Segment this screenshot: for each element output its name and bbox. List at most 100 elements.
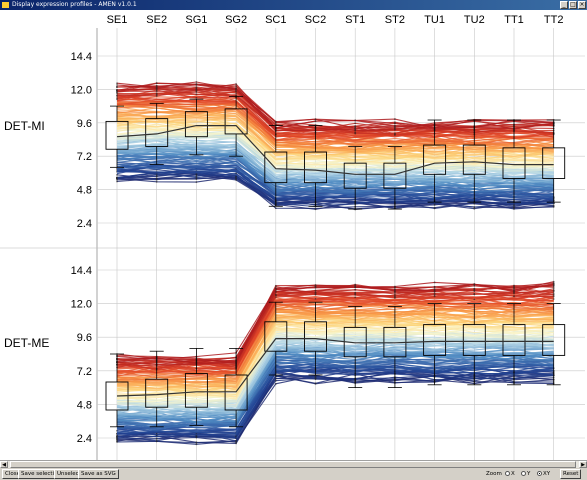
profile-point <box>155 178 158 181</box>
profile-line <box>116 331 554 408</box>
profile-line <box>116 158 554 195</box>
box-body <box>383 162 407 189</box>
close-window-button[interactable]: × <box>578 1 586 9</box>
profile-line <box>116 126 554 169</box>
profile-point <box>314 382 317 385</box>
boxplots <box>105 95 566 428</box>
profile-point <box>314 120 317 122</box>
horizontal-scrollbar[interactable]: ◀ ▶ <box>0 460 587 468</box>
zoom-y-option[interactable]: Y <box>521 470 530 478</box>
profile-line <box>116 138 554 179</box>
profile-point <box>552 298 555 300</box>
profile-point <box>116 180 118 183</box>
profile-point <box>433 293 436 296</box>
scroll-left-arrow-icon[interactable]: ◀ <box>0 461 8 468</box>
profile-point <box>433 285 436 288</box>
profile-point <box>314 118 317 121</box>
profile-line <box>116 169 554 205</box>
column-label: TU2 <box>464 14 485 26</box>
profile-point <box>354 127 357 130</box>
profile-point <box>235 176 238 178</box>
profile-point <box>116 173 118 176</box>
profile-point <box>195 84 198 86</box>
profile-point <box>195 86 198 88</box>
box-body <box>184 373 208 408</box>
y-tick-label: 9.6 <box>77 118 92 130</box>
profile-point <box>473 298 476 301</box>
profile-point <box>552 205 555 208</box>
y-tick-label: 4.8 <box>77 399 92 411</box>
box-body <box>423 144 447 175</box>
profile-line <box>116 154 554 193</box>
profile-point <box>433 290 436 292</box>
profile-point <box>513 285 515 288</box>
reset-button[interactable]: Reset <box>560 469 582 479</box>
profile-point <box>116 91 118 93</box>
zoom-y-radio-icon[interactable] <box>521 471 526 476</box>
profile-point <box>473 289 476 291</box>
profile-point <box>394 118 396 120</box>
profile-point <box>433 207 436 210</box>
zoom-x-option[interactable]: X <box>505 470 515 478</box>
profile-line <box>116 289 554 366</box>
profile-point <box>473 283 476 286</box>
profile-line <box>116 118 554 161</box>
scroll-right-arrow-icon[interactable]: ▶ <box>579 461 587 468</box>
profile-point <box>155 174 158 177</box>
panel-label: DET-MI <box>4 119 45 133</box>
profile-line <box>116 294 554 376</box>
profile-point <box>354 296 357 299</box>
save-svg-button[interactable]: Save as SVG <box>78 469 119 479</box>
profile-point <box>116 94 118 97</box>
box-body <box>502 324 526 356</box>
maximize-button[interactable]: □ <box>569 1 577 9</box>
plot-area[interactable]: SE1 SE2 SG1 SG2 SC1 SC2 ST1 ST2 TU1 TU2 TT1 TT2 14.4… <box>0 10 587 460</box>
profile-point <box>433 281 436 284</box>
profile-point <box>394 132 396 135</box>
profile-point <box>195 81 198 83</box>
profile-point <box>354 122 357 125</box>
column-label: SE1 <box>107 14 128 26</box>
window-title: Display expression profiles - AMEN v1.0.… <box>12 1 137 8</box>
profile-point <box>314 286 317 289</box>
profile-point <box>195 181 198 183</box>
box-body <box>224 374 248 411</box>
zoom-xy-label: XY <box>543 471 551 477</box>
zoom-x-radio-icon[interactable] <box>505 471 510 476</box>
profile-point <box>274 284 277 287</box>
expression-profiles-plot[interactable]: SE1 SE2 SG1 SG2 SC1 SC2 ST1 ST2 TU1 TU2 TT1 TT2 14.4… <box>0 10 587 460</box>
box-body <box>145 118 169 147</box>
minimize-button[interactable]: _ <box>560 1 568 9</box>
profile-point <box>274 375 277 378</box>
profile-point <box>394 128 396 131</box>
profile-point <box>195 175 198 178</box>
zoom-xy-option[interactable]: XY <box>537 470 550 478</box>
profile-point <box>116 436 118 438</box>
profile-point <box>314 378 317 381</box>
profile-line <box>116 342 554 418</box>
profile-point <box>354 292 357 294</box>
profile-point <box>433 295 436 298</box>
profile-point <box>513 289 515 292</box>
title-bar: Display expression profiles - AMEN v1.0.… <box>0 0 587 10</box>
profile-point <box>552 280 555 283</box>
box-body <box>502 147 526 179</box>
profile-line <box>116 364 554 432</box>
profile-point <box>394 289 396 292</box>
profile-lines <box>116 81 555 446</box>
profile-point <box>274 382 277 385</box>
profile-line <box>116 303 554 383</box>
zoom-x-label: X <box>511 471 515 477</box>
profile-line <box>116 81 554 129</box>
box-body <box>462 144 486 175</box>
profile-point <box>394 122 396 125</box>
profile-point <box>513 286 515 289</box>
y-tick-label: 14.4 <box>71 265 92 277</box>
profile-point <box>195 173 198 176</box>
profile-point <box>552 287 555 290</box>
box-body <box>264 151 288 184</box>
zoom-xy-radio-icon[interactable] <box>537 471 542 476</box>
scroll-thumb[interactable] <box>10 461 576 468</box>
profile-point <box>235 178 238 181</box>
profile-point <box>314 297 317 300</box>
